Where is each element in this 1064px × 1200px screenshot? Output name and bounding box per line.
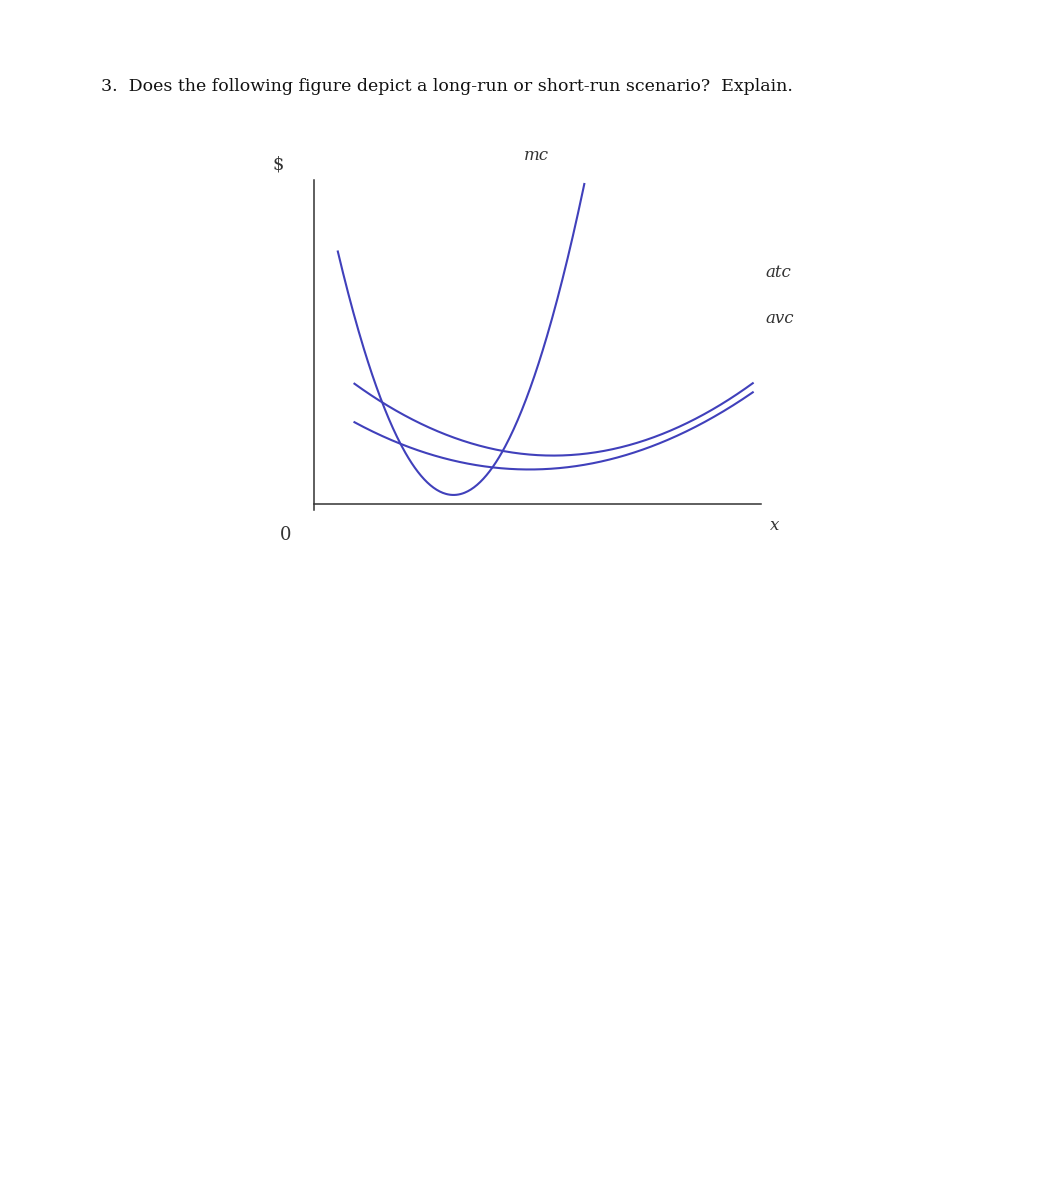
Text: $: $ xyxy=(272,156,284,174)
Text: 0: 0 xyxy=(280,527,292,545)
Text: mc: mc xyxy=(523,146,549,163)
Text: 3.  Does the following figure depict a long-run or short-run scenario?  Explain.: 3. Does the following figure depict a lo… xyxy=(101,78,793,95)
Text: avc: avc xyxy=(765,310,794,328)
Text: x: x xyxy=(769,516,779,534)
Text: atc: atc xyxy=(765,264,791,281)
